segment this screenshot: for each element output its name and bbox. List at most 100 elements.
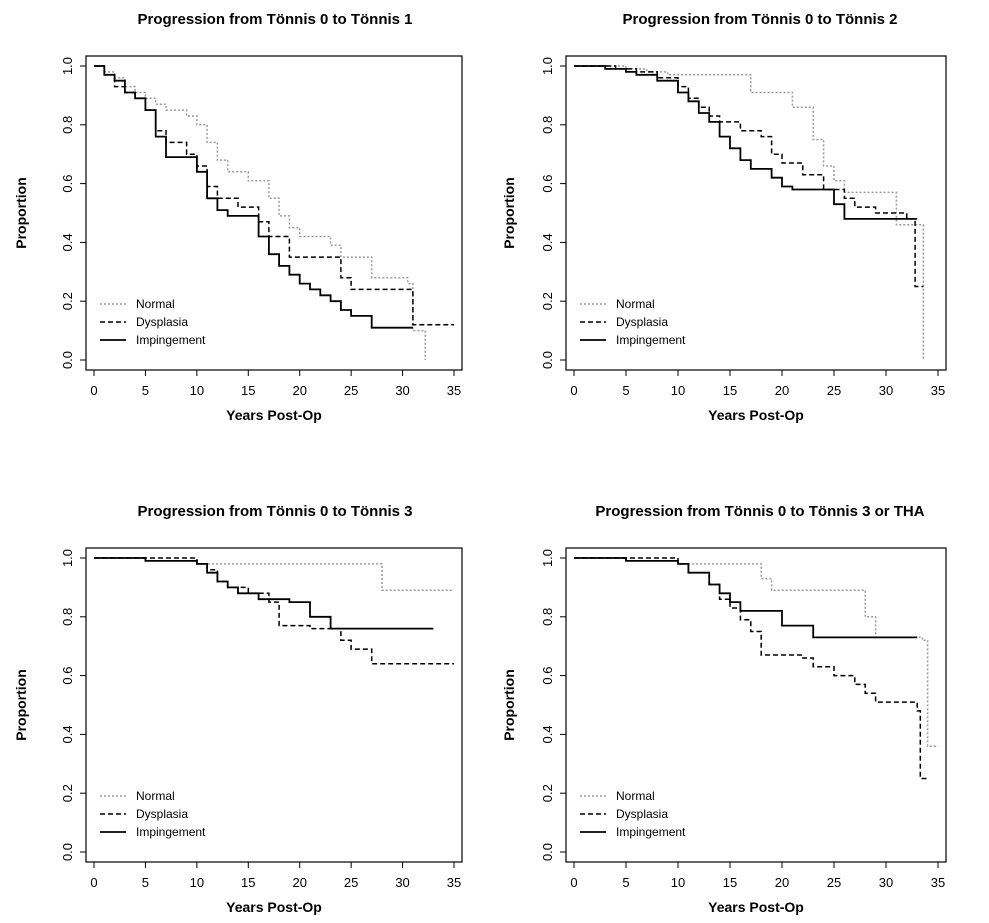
- x-axis-label: Years Post-Op: [226, 899, 322, 915]
- y-tick-label: 0.8: [540, 116, 555, 134]
- legend-label-impingement: Impingement: [616, 333, 686, 347]
- series-line-dysplasia: [94, 65, 454, 326]
- y-tick-label: 0.8: [60, 116, 75, 134]
- x-tick-label: 25: [827, 383, 841, 398]
- x-tick-label: 10: [671, 875, 685, 890]
- x-tick-label: 30: [395, 383, 409, 398]
- legend-label-normal: Normal: [136, 789, 175, 803]
- y-tick-label: 0.6: [540, 667, 555, 685]
- legend-label-impingement: Impingement: [136, 825, 206, 839]
- x-tick-label: 35: [931, 875, 945, 890]
- x-tick-label: 30: [879, 383, 893, 398]
- series-line-dysplasia: [574, 557, 928, 780]
- x-tick-label: 20: [775, 875, 789, 890]
- series-line-normal: [574, 65, 925, 360]
- x-tick-label: 5: [622, 383, 629, 398]
- legend-label-dysplasia: Dysplasia: [616, 807, 668, 821]
- plot-frame: [565, 55, 947, 371]
- y-axis-label: Proportion: [13, 669, 29, 741]
- plot-frame: [85, 547, 463, 863]
- x-tick-label: 0: [90, 875, 97, 890]
- series-line-normal: [574, 557, 938, 747]
- y-axis-label: Proportion: [501, 669, 517, 741]
- legend-label-dysplasia: Dysplasia: [136, 315, 188, 329]
- y-tick-label: 0.4: [540, 725, 555, 743]
- y-tick-label: 0.0: [540, 843, 555, 861]
- y-tick-label: 1.0: [540, 57, 555, 75]
- y-tick-label: 0.2: [540, 292, 555, 310]
- legend-label-dysplasia: Dysplasia: [136, 807, 188, 821]
- series-line-impingement: [94, 65, 413, 329]
- x-axis-label: Years Post-Op: [708, 407, 804, 423]
- x-tick-label: 15: [241, 383, 255, 398]
- y-axis-label: Proportion: [501, 177, 517, 249]
- y-tick-label: 1.0: [540, 549, 555, 567]
- x-tick-label: 0: [570, 875, 577, 890]
- chart-title: Progression from Tönnis 0 to Tönnis 2: [622, 11, 897, 28]
- legend-label-normal: Normal: [616, 789, 655, 803]
- y-tick-label: 0.0: [60, 351, 75, 369]
- y-tick-label: 0.2: [60, 784, 75, 802]
- y-tick-label: 1.0: [60, 57, 75, 75]
- chart-title: Progression from Tönnis 0 to Tönnis 3 or…: [595, 503, 924, 520]
- y-tick-label: 0.8: [60, 608, 75, 626]
- y-tick-label: 0.6: [60, 175, 75, 193]
- x-tick-label: 5: [142, 875, 149, 890]
- plot-frame: [85, 55, 463, 371]
- x-tick-label: 35: [447, 383, 461, 398]
- x-tick-label: 30: [395, 875, 409, 890]
- chart-panel-3: Progression from Tönnis 0 to Tönnis 3 0 5 1…: [13, 503, 463, 915]
- x-tick-label: 15: [723, 875, 737, 890]
- x-tick-label: 25: [827, 875, 841, 890]
- x-tick-label: 35: [447, 875, 461, 890]
- y-tick-label: 0.0: [540, 351, 555, 369]
- legend-label-normal: Normal: [616, 297, 655, 311]
- x-tick-label: 35: [931, 383, 945, 398]
- series-line-impingement: [94, 557, 434, 630]
- x-tick-label: 10: [671, 383, 685, 398]
- x-tick-label: 10: [190, 875, 204, 890]
- y-tick-label: 0.2: [60, 292, 75, 310]
- y-tick-label: 0.2: [540, 784, 555, 802]
- y-tick-label: 1.0: [60, 549, 75, 567]
- x-tick-label: 25: [344, 383, 358, 398]
- y-axis-label: Proportion: [13, 177, 29, 249]
- series-line-normal: [94, 65, 426, 360]
- series-line-normal: [94, 557, 454, 592]
- x-tick-label: 15: [723, 383, 737, 398]
- series-line-impingement: [574, 557, 918, 639]
- legend-label-dysplasia: Dysplasia: [616, 315, 668, 329]
- x-tick-label: 5: [142, 383, 149, 398]
- y-tick-label: 0.4: [540, 233, 555, 251]
- y-tick-label: 0.6: [60, 667, 75, 685]
- x-tick-label: 20: [292, 875, 306, 890]
- x-tick-label: 30: [879, 875, 893, 890]
- legend-label-impingement: Impingement: [616, 825, 686, 839]
- plot-frame: [565, 547, 947, 863]
- x-tick-label: 5: [622, 875, 629, 890]
- series-line-dysplasia: [574, 65, 924, 288]
- chart-panel-4: Progression from Tönnis 0 to Tönnis 3 or…: [501, 503, 947, 915]
- x-axis-label: Years Post-Op: [708, 899, 804, 915]
- legend-label-normal: Normal: [136, 297, 175, 311]
- series-line-dysplasia: [94, 557, 454, 665]
- x-axis-label: Years Post-Op: [226, 407, 322, 423]
- chart-panel-1: Progression from Tönnis 0 to Tönnis 1 0 5 1…: [13, 11, 463, 423]
- chart-title: Progression from Tönnis 0 to Tönnis 1: [137, 11, 412, 28]
- x-tick-label: 10: [190, 383, 204, 398]
- y-tick-label: 0.6: [540, 175, 555, 193]
- legend-label-impingement: Impingement: [136, 333, 206, 347]
- series-line-impingement: [574, 65, 918, 220]
- y-tick-label: 0.4: [60, 233, 75, 251]
- x-tick-label: 20: [292, 383, 306, 398]
- x-tick-label: 0: [90, 383, 97, 398]
- x-tick-label: 15: [241, 875, 255, 890]
- y-tick-label: 0.8: [540, 608, 555, 626]
- x-tick-label: 0: [570, 383, 577, 398]
- y-tick-label: 0.4: [60, 725, 75, 743]
- chart-panel-2: Progression from Tönnis 0 to Tönnis 2 0 5 1…: [501, 11, 947, 423]
- x-tick-label: 25: [344, 875, 358, 890]
- x-tick-label: 20: [775, 383, 789, 398]
- chart-title: Progression from Tönnis 0 to Tönnis 3: [137, 503, 412, 520]
